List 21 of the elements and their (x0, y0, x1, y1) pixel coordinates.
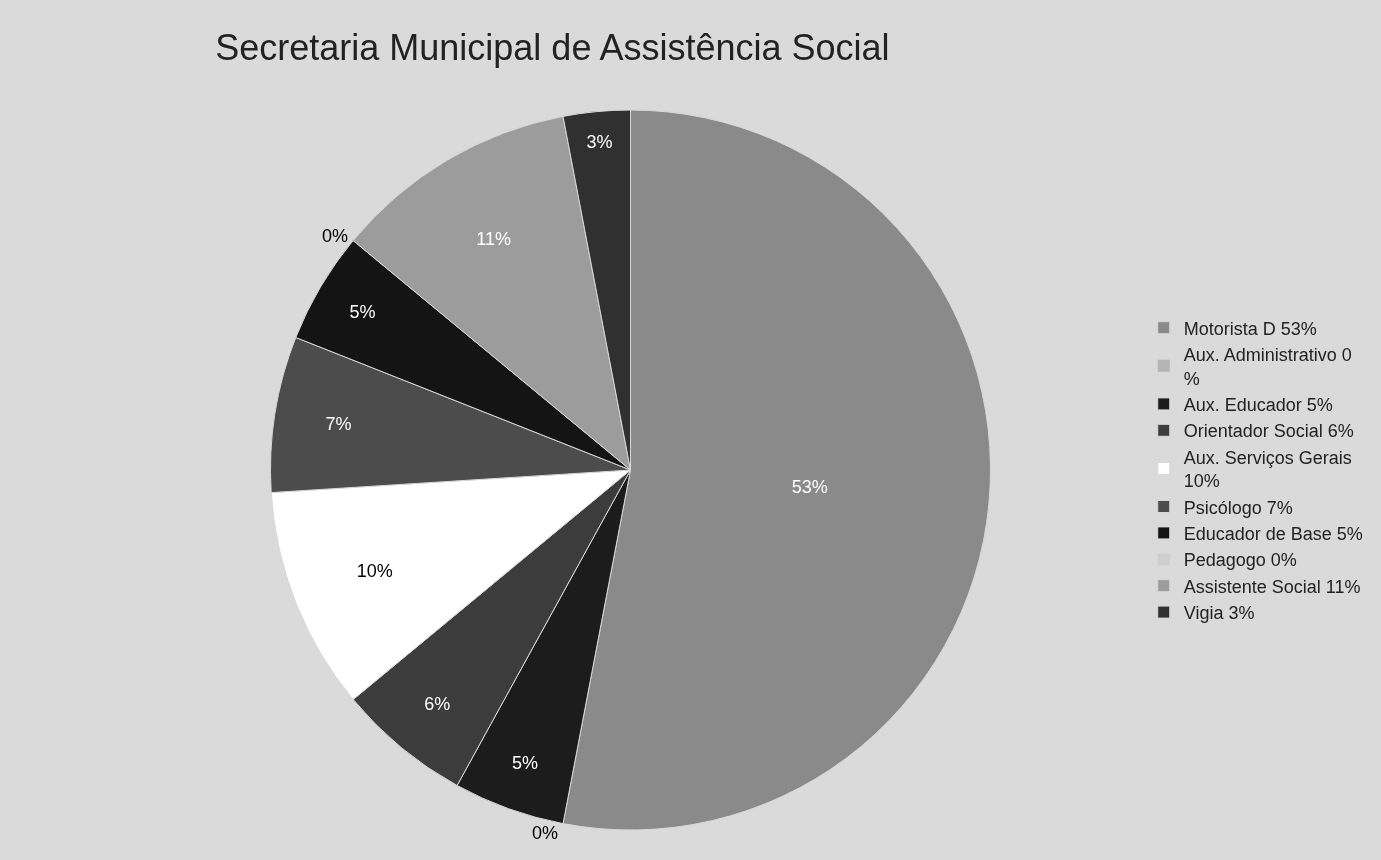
data-label: 53% (791, 476, 828, 497)
legend-label: Psicólogo 7% (1183, 497, 1293, 518)
legend-label: Aux. Serviços Gerais 10% (1183, 447, 1352, 492)
legend-label: Motorista D 53% (1183, 318, 1317, 339)
legend-label: Aux. Administrativo 0 % (1183, 345, 1352, 389)
data-label: 10% (356, 561, 393, 582)
data-label: 7% (325, 413, 352, 434)
legend-label: Assistente Social 11% (1183, 576, 1361, 597)
legend-label: Educador de Base 5% (1183, 523, 1363, 544)
data-label: 3% (586, 132, 613, 153)
legend-label: Aux. Educador 5% (1183, 394, 1333, 415)
chart-title: Secretaria Municipal de Assistência Social (215, 26, 890, 68)
text: 0% (322, 226, 349, 247)
text: 0% (532, 823, 559, 844)
data-label: 11% (476, 228, 511, 249)
data-label: 6% (424, 693, 451, 714)
legend-label: Vigia 3% (1183, 603, 1255, 624)
data-label: 5% (349, 301, 376, 322)
legend-label: Pedagogo 0% (1183, 550, 1297, 571)
data-label: 5% (512, 752, 539, 773)
legend-label: Orientador Social 6% (1183, 421, 1354, 442)
